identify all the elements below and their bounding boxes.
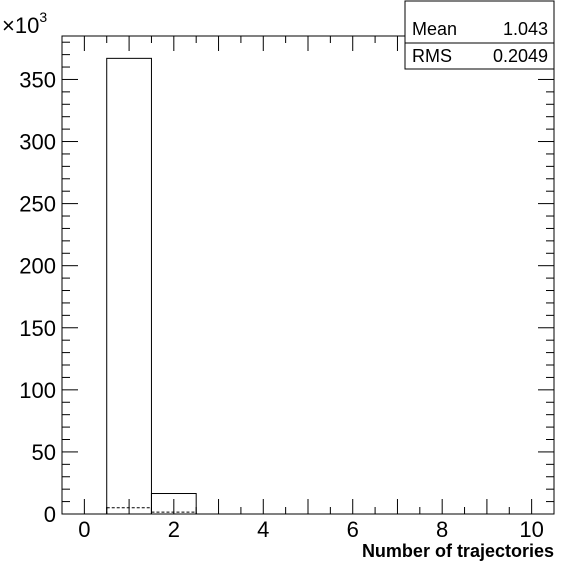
stat-rms-label: RMS bbox=[412, 46, 452, 66]
stats-box: Mean 1.043 RMS 0.2049 bbox=[404, 0, 555, 70]
y-tick-label-100: 100 bbox=[19, 378, 56, 403]
y-tick-label-0: 0 bbox=[44, 502, 56, 527]
x-tick-label-10: 10 bbox=[519, 517, 543, 542]
x-tick-label-8: 8 bbox=[436, 517, 448, 542]
y-tick-label-250: 250 bbox=[19, 192, 56, 217]
y-tick-label-50: 50 bbox=[32, 440, 56, 465]
stat-rms-value: 0.2049 bbox=[493, 46, 548, 66]
y-scale-factor: ×103 bbox=[2, 9, 47, 38]
x-tick-label-2: 2 bbox=[168, 517, 180, 542]
x-tick-label-4: 4 bbox=[257, 517, 269, 542]
x-axis-label: Number of trajectories bbox=[362, 541, 554, 561]
stat-mean-label: Mean bbox=[412, 19, 457, 39]
stat-mean-value: 1.043 bbox=[503, 19, 548, 39]
x-tick-label-0: 0 bbox=[78, 517, 90, 542]
bar-1 bbox=[106, 57, 152, 515]
histogram-marks bbox=[106, 57, 197, 515]
y-tick-label-150: 150 bbox=[19, 316, 56, 341]
x-tick-label-6: 6 bbox=[347, 517, 359, 542]
y-scale-prefix: ×10 bbox=[2, 13, 39, 38]
y-tick-label-300: 300 bbox=[19, 130, 56, 155]
plot-frame bbox=[61, 35, 555, 515]
y-tick-label-200: 200 bbox=[19, 254, 56, 279]
y-tick-label-350: 350 bbox=[19, 67, 56, 92]
stats-box-frame bbox=[404, 0, 555, 70]
y-scale-exponent: 3 bbox=[39, 9, 47, 25]
